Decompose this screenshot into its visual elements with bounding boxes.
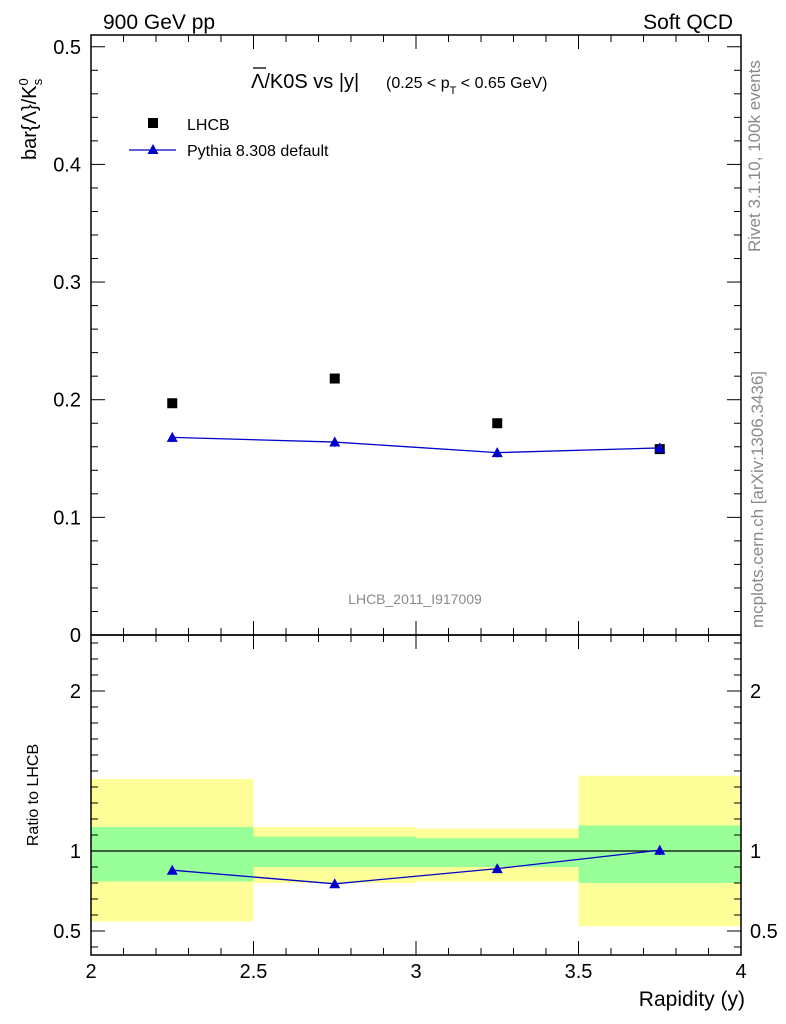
ratio-data-point	[166, 864, 178, 875]
chart-title: Λ/K0S vs |y| (0.25 < pT < 0.65 GeV)	[251, 67, 548, 97]
ratio-y-axis-label: Ratio to LHCB	[25, 744, 42, 846]
rivet-version-label: Rivet 3.1.10, 100k events	[745, 60, 764, 252]
ratio-y-tick-label: 2	[70, 681, 81, 703]
title-main: Λ/K0S vs |y|	[251, 71, 359, 93]
x-tick-label: 4	[735, 961, 746, 983]
main-panel: 0 0.1 0.2 0.3 0.4 0.5 Λ/K0S vs |y| (0.25 < pT…	[16, 34, 742, 647]
ratio-y-tick-label-right: 1	[750, 841, 761, 863]
ratio-pythia-line	[172, 849, 660, 885]
pythia-data-point	[491, 447, 503, 458]
title-cut-sub: T	[450, 85, 457, 97]
legend-lhcb-label: LHCB	[187, 117, 230, 134]
y-axis-label-text: bar{Λ}/K	[19, 85, 41, 160]
x-tick-label: 2.5	[240, 961, 268, 983]
pythia-data-point	[166, 431, 178, 442]
title-cut: (0.25 < pT < 0.65 GeV)	[386, 75, 548, 97]
y-tick-label: 0.1	[53, 507, 81, 529]
y-axis-label-sup: 0	[16, 78, 31, 85]
y-tick-label: 0	[70, 625, 81, 647]
legend: LHCB Pythia 8.308 default	[129, 117, 329, 160]
y-tick-label: 0.4	[53, 154, 81, 176]
ratio-data-point	[329, 878, 341, 889]
x-tick-label: 2	[85, 961, 96, 983]
legend-pythia-label: Pythia 8.308 default	[187, 143, 329, 160]
ratio-band-green	[253, 836, 416, 867]
pythia-line	[172, 436, 660, 454]
x-axis-label: Rapidity (y)	[639, 988, 745, 1011]
lhcb-data-point	[167, 398, 178, 409]
ratio-y-tick-label-right: 0.5	[750, 921, 778, 943]
lhcb-data-point	[492, 418, 503, 429]
y-axis-label-sub: s	[30, 78, 45, 85]
legend-lhcb-marker	[148, 118, 158, 128]
x-tick-label: 3.5	[565, 961, 593, 983]
y-axis-label: bar{Λ}/K0s	[16, 78, 45, 160]
source-label: mcplots.cern.ch [arXiv:1306.3436]	[748, 371, 767, 628]
y-tick-label: 0.3	[53, 272, 81, 294]
legend-pythia-marker	[147, 144, 159, 154]
ratio-panel: 0.5 0.5 1 1 2 2 2 2.5 3 3.5 4 Ratio to LHCB Rapidi…	[25, 634, 778, 1011]
y-tick-label: 0.2	[53, 390, 81, 412]
ratio-data-point	[654, 844, 666, 855]
ratio-y-tick-label: 1	[70, 841, 81, 863]
pythia-data-point	[654, 442, 666, 453]
title-cut-text: (0.25 < p	[386, 75, 450, 92]
ratio-y-tick-label-right: 2	[750, 681, 761, 703]
title-cut-end: < 0.65 GeV)	[456, 75, 547, 92]
analysis-id-label: LHCB_2011_I917009	[348, 591, 482, 607]
header-left: 900 GeV pp	[103, 11, 215, 34]
header-right: Soft QCD	[643, 11, 733, 34]
pythia-data-point	[329, 436, 341, 447]
y-tick-label: 0.5	[53, 37, 81, 59]
ratio-data-point	[491, 863, 503, 874]
lhcb-data-point	[329, 373, 340, 384]
ratio-y-tick-label: 0.5	[53, 921, 81, 943]
x-tick-label: 3	[410, 961, 421, 983]
